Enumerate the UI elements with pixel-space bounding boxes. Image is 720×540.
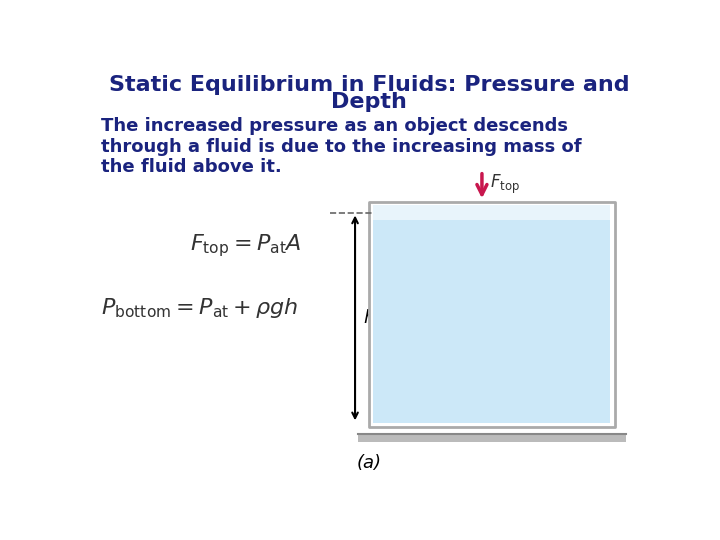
Text: $\rho$: $\rho$ [383, 394, 396, 412]
Bar [369, 202, 615, 427]
Text: $h$: $h$ [364, 309, 376, 327]
Text: Depth: Depth [331, 92, 407, 112]
Text: $F_{\rm bottom}$: $F_{\rm bottom}$ [490, 289, 543, 309]
Bar [374, 220, 610, 423]
Bar [358, 434, 626, 442]
Bar [374, 205, 610, 220]
Text: $F_{\rm top} = P_{\rm at}A$: $F_{\rm top} = P_{\rm at}A$ [190, 232, 302, 259]
Bar [369, 202, 615, 427]
Text: Static Equilibrium in Fluids: Pressure and: Static Equilibrium in Fluids: Pressure a… [109, 75, 629, 95]
Text: $P_{\rm bottom} = P_{\rm at} + \rho g h$: $P_{\rm bottom} = P_{\rm at} + \rho g h$ [101, 296, 299, 320]
Text: $F_{\rm top}$: $F_{\rm top}$ [490, 173, 521, 196]
Text: The increased pressure as an object descends
through a fluid is due to the incre: The increased pressure as an object desc… [101, 117, 582, 177]
Text: (a): (a) [356, 454, 382, 472]
